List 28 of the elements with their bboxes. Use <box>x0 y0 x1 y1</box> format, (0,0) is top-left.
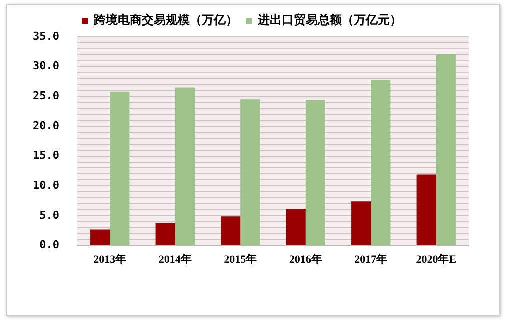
legend-label: 进出口贸易总额（万亿元） <box>257 13 402 28</box>
x-tick-label: 2020年E <box>416 253 457 266</box>
bar <box>371 80 391 246</box>
x-tick-label: 2015年 <box>224 253 258 266</box>
bar <box>221 216 241 246</box>
x-tick-label: 2017年 <box>354 253 388 266</box>
y-tick-label: 30.0 <box>32 60 60 73</box>
bar <box>156 223 176 246</box>
legend-label: 跨境电商交易规模（万亿） <box>93 13 238 28</box>
y-tick-label: 15.0 <box>32 149 60 162</box>
bar <box>306 100 326 246</box>
y-tick-label: 35.0 <box>32 30 60 43</box>
bar <box>352 202 372 246</box>
bar <box>110 92 130 246</box>
y-tick-label: 5.0 <box>40 208 60 222</box>
y-tick-label: 0.0 <box>40 238 60 252</box>
bar <box>286 209 306 246</box>
bar <box>175 88 195 246</box>
x-tick-label: 2013年 <box>94 253 127 266</box>
bar <box>436 54 456 246</box>
y-tick-label: 20.0 <box>32 119 60 132</box>
bar <box>416 174 436 246</box>
x-tick-label: 2014年 <box>158 253 192 266</box>
bar <box>240 100 260 246</box>
y-tick-label: 25.0 <box>32 90 60 103</box>
y-tick-label: 10.0 <box>32 179 60 192</box>
x-tick-label: 2016年 <box>289 253 322 266</box>
bar <box>90 230 110 246</box>
